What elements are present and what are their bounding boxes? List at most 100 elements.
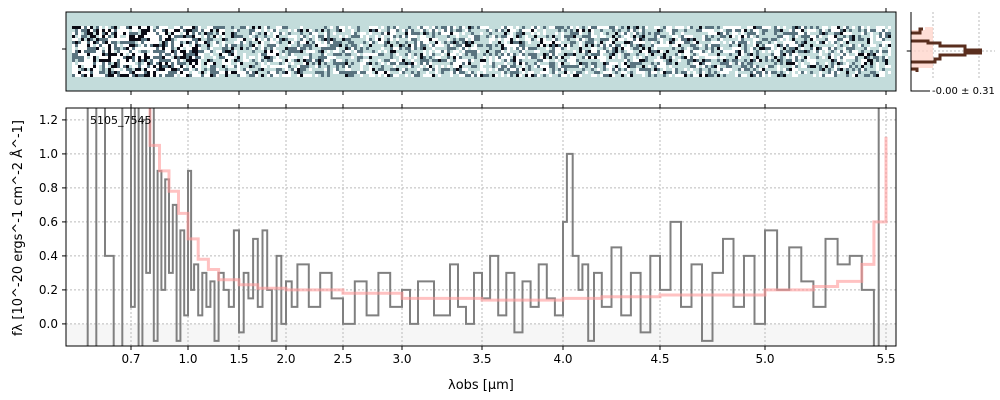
2d-pixel <box>762 50 765 53</box>
2d-pixel <box>495 44 498 47</box>
2d-pixel <box>651 62 654 65</box>
2d-pixel <box>387 26 390 29</box>
2d-pixel <box>516 68 519 71</box>
2d-pixel <box>258 68 261 71</box>
2d-pixel <box>309 56 312 59</box>
2d-pixel <box>252 56 255 59</box>
2d-pixel <box>348 65 351 68</box>
2d-pixel <box>633 35 636 38</box>
2d-pixel <box>783 47 786 50</box>
2d-pixel <box>783 53 786 56</box>
2d-pixel <box>711 26 714 29</box>
2d-pixel <box>600 44 603 47</box>
2d-pixel <box>792 29 795 32</box>
2d-pixel <box>654 35 657 38</box>
2d-pixel <box>237 62 240 65</box>
2d-pixel <box>108 47 111 50</box>
2d-pixel <box>177 29 180 32</box>
2d-pixel <box>78 56 81 59</box>
2d-pixel <box>837 62 840 65</box>
2d-pixel <box>555 71 558 74</box>
2d-pixel <box>765 44 768 47</box>
2d-pixel <box>795 68 798 71</box>
2d-pixel <box>477 71 480 74</box>
2d-pixel <box>750 59 753 62</box>
2d-pixel <box>114 29 117 32</box>
2d-pixel <box>846 41 849 44</box>
2d-pixel <box>798 56 801 59</box>
2d-pixel <box>420 41 423 44</box>
2d-pixel <box>873 74 876 77</box>
2d-pixel <box>627 44 630 47</box>
2d-pixel <box>99 59 102 62</box>
2d-pixel <box>624 53 627 56</box>
2d-pixel <box>261 59 264 62</box>
2d-pixel <box>711 35 714 38</box>
2d-pixel <box>351 41 354 44</box>
2d-pixel <box>315 38 318 41</box>
2d-pixel <box>573 32 576 35</box>
x-tick-label: 1.5 <box>229 352 248 366</box>
2d-pixel <box>723 68 726 71</box>
2d-pixel <box>879 47 882 50</box>
2d-pixel <box>75 41 78 44</box>
2d-pixel <box>513 62 516 65</box>
2d-pixel <box>501 71 504 74</box>
2d-pixel <box>390 53 393 56</box>
2d-pixel <box>339 71 342 74</box>
2d-pixel <box>426 26 429 29</box>
2d-pixel <box>747 68 750 71</box>
2d-pixel <box>687 59 690 62</box>
y-tick-label: 0.2 <box>39 283 58 297</box>
2d-pixel <box>528 38 531 41</box>
2d-pixel <box>459 29 462 32</box>
2d-pixel <box>552 41 555 44</box>
2d-pixel <box>237 71 240 74</box>
2d-pixel <box>456 29 459 32</box>
2d-pixel <box>585 35 588 38</box>
2d-pixel <box>684 35 687 38</box>
2d-pixel <box>546 53 549 56</box>
2d-pixel <box>459 68 462 71</box>
2d-pixel <box>678 50 681 53</box>
2d-pixel <box>744 74 747 77</box>
2d-pixel <box>267 74 270 77</box>
2d-pixel <box>123 53 126 56</box>
2d-pixel <box>657 29 660 32</box>
2d-pixel <box>696 65 699 68</box>
2d-pixel <box>420 56 423 59</box>
2d-pixel <box>177 62 180 65</box>
2d-pixel <box>690 44 693 47</box>
2d-pixel <box>267 26 270 29</box>
2d-pixel <box>78 47 81 50</box>
2d-pixel <box>867 41 870 44</box>
2d-pixel <box>582 26 585 29</box>
2d-pixel <box>597 56 600 59</box>
2d-pixel <box>174 29 177 32</box>
2d-pixel <box>141 56 144 59</box>
2d-pixel <box>564 59 567 62</box>
2d-pixel <box>393 65 396 68</box>
2d-pixel <box>519 56 522 59</box>
2d-pixel <box>708 38 711 41</box>
2d-pixel <box>615 38 618 41</box>
2d-pixel <box>186 38 189 41</box>
2d-pixel <box>105 65 108 68</box>
2d-pixel <box>582 62 585 65</box>
2d-pixel <box>360 65 363 68</box>
2d-pixel <box>840 68 843 71</box>
2d-pixel <box>225 53 228 56</box>
2d-pixel <box>195 50 198 53</box>
2d-pixel <box>132 32 135 35</box>
2d-pixel <box>96 29 99 32</box>
2d-pixel <box>753 47 756 50</box>
2d-pixel <box>693 59 696 62</box>
2d-pixel <box>417 44 420 47</box>
2d-pixel <box>774 38 777 41</box>
2d-pixel <box>135 53 138 56</box>
2d-pixel <box>204 41 207 44</box>
2d-pixel <box>870 38 873 41</box>
2d-pixel <box>669 71 672 74</box>
2d-pixel <box>102 62 105 65</box>
2d-pixel <box>612 50 615 53</box>
